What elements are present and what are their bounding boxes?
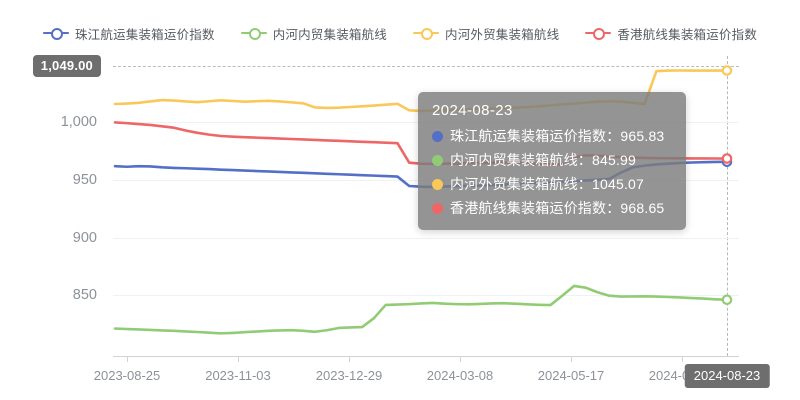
y-axis-labels: 1,000 950 900 850 1,049.00 [0,55,105,356]
tooltip-title: 2024-08-23 [432,102,513,119]
x-axis-tick [571,356,572,362]
tooltip-row: 香港航线集装箱运价指数：968.65 [432,198,672,218]
x-axis-tick-label: 2023-08-25 [93,368,161,383]
x-axis-tick [127,356,128,362]
legend-item-4[interactable]: 香港航线集装箱运价指数 [585,24,757,43]
y-axis-threshold-badge: 1,049.00 [32,55,101,77]
tooltip-row-text: 香港航线集装箱运价指数：968.65 [450,200,665,216]
legend-marker-icon [42,27,69,40]
legend-item-label: 内河内贸集装箱航线 [272,27,387,42]
legend-marker-icon [585,27,612,40]
grid-line [113,237,739,239]
legend-marker-icon [413,27,439,40]
legend-item-label: 珠江航运集装箱运价指数 [74,27,215,42]
y-axis-tick-label: 1,000 [60,114,97,131]
tooltip-series-dot-icon [432,130,443,142]
tooltip-row-text: 内河外贸集装箱航线：1045.07 [450,176,645,192]
legend-marker-icon [240,27,267,40]
tooltip-series-dot-icon [432,154,443,166]
tooltip-series-dot-icon [432,202,443,214]
tooltip-row-text: 内河内贸集装箱航线：845.99 [450,152,637,168]
legend-item-2[interactable]: 内河内贸集装箱航线 [240,24,387,43]
grid-line [113,295,739,297]
series-endpoint-marker-4 [721,153,733,164]
x-axis-tick-label: 2023-12-29 [315,368,383,383]
tooltip-row: 内河外贸集装箱航线：1045.07 [432,174,672,194]
series-endpoint-marker-3 [721,65,733,76]
tooltip-row: 珠江航运集装箱运价指数：965.83 [432,126,672,146]
x-axis-tick [682,356,683,362]
tooltip-row: 内河内贸集装箱航线：845.99 [432,150,672,170]
tooltip-series-dot-icon [432,178,443,190]
chart-legend: 珠江航运集装箱运价指数 内河内贸集装箱航线 内河外贸集装箱航线 香港航线集装箱运价指数 [0,22,800,44]
x-axis-tick-label: 2024-03-08 [426,368,494,383]
tooltip-row-text: 珠江航运集装箱运价指数：965.83 [450,128,665,144]
series-line-2 [113,284,729,335]
x-axis-tick [349,356,350,362]
x-axis-tick [238,356,239,362]
y-axis-tick-label: 850 [72,287,97,304]
legend-item-1[interactable]: 珠江航运集装箱运价指数 [42,24,215,43]
x-axis-tick-label: 2023-11-03 [205,368,271,383]
legend-item-label: 香港航线集装箱运价指数 [617,27,758,42]
threshold-line [113,66,739,67]
y-axis-tick-label: 900 [72,229,97,246]
series-endpoint-marker-2 [721,294,733,306]
x-axis-tick [460,356,461,362]
y-axis-tick-label: 950 [72,172,97,188]
x-axis-tick-label: 2024-05-17 [537,368,605,383]
x-axis-cursor-badge: 2024-08-23 [684,364,770,388]
legend-item-3[interactable]: 内河外贸集装箱航线 [413,24,559,43]
cursor-line [727,56,728,356]
chart-tooltip: 2024-08-23 珠江航运集装箱运价指数：965.83 内河内贸集装箱航线：8… [418,92,686,230]
x-axis-line [113,356,739,357]
legend-item-label: 内河外贸集装箱航线 [445,27,560,42]
